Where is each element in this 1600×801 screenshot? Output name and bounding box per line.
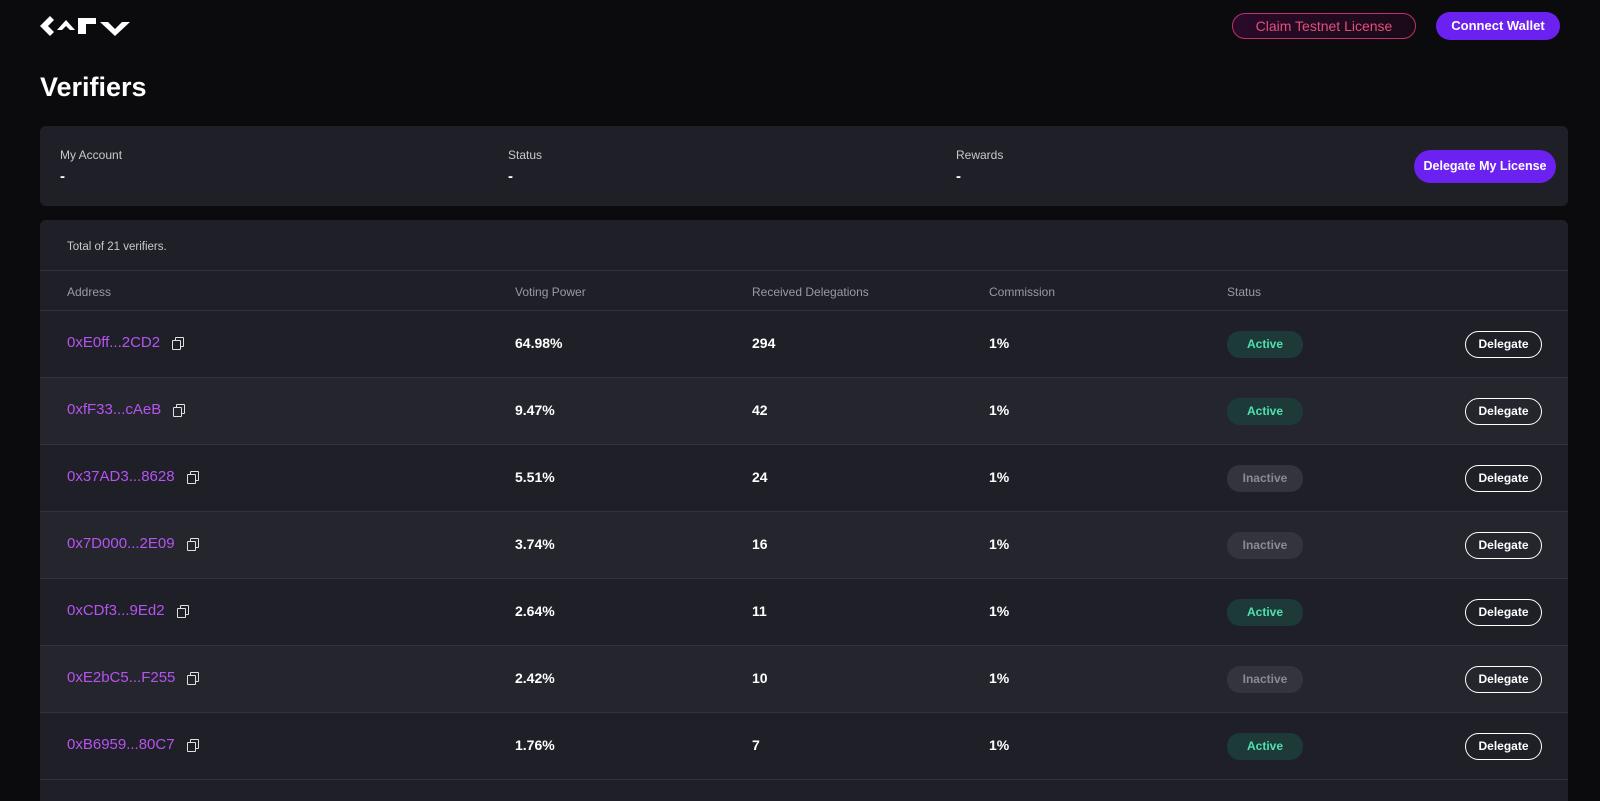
claim-testnet-license-button[interactable]: Claim Testnet License: [1232, 13, 1416, 39]
status-badge: Active: [1227, 398, 1303, 425]
connect-wallet-button[interactable]: Connect Wallet: [1436, 12, 1560, 40]
verifier-address-link[interactable]: 0x7D000...2E09: [67, 535, 199, 552]
commission-value: 1%: [989, 737, 1010, 753]
verifier-address-link[interactable]: 0xfF33...cAeB: [67, 401, 186, 418]
voting-power-value: 1.76%: [515, 737, 555, 753]
status-badge: Inactive: [1227, 666, 1303, 693]
status-badge: Active: [1227, 599, 1303, 626]
voting-power-value: 2.64%: [515, 603, 555, 619]
status-badge: Inactive: [1227, 532, 1303, 559]
column-header-voting-power: Voting Power: [515, 285, 586, 299]
received-delegations-value: 16: [752, 536, 768, 552]
rewards-value: -: [956, 168, 961, 185]
rewards-label: Rewards: [956, 148, 1004, 162]
top-bar: Claim Testnet License Connect Wallet: [0, 0, 1600, 60]
verifier-address-link[interactable]: 0x37AD3...8628: [67, 468, 199, 485]
delegate-button[interactable]: Delegate: [1465, 733, 1542, 760]
copy-icon[interactable]: [172, 337, 185, 350]
status-value: -: [508, 168, 513, 185]
received-delegations-value: 10: [752, 670, 768, 686]
total-verifiers-text: Total of 21 verifiers.: [67, 241, 167, 253]
delegate-button[interactable]: Delegate: [1465, 331, 1542, 358]
table-body: 0xE0ff...2CD2 64.98% 294 1% Active Delegate 0x…: [40, 311, 1568, 780]
verifier-address-link[interactable]: 0xE0ff...2CD2: [67, 334, 185, 351]
column-header-status: Status: [1227, 285, 1262, 299]
verifier-address[interactable]: 0x7D000...2E09: [67, 535, 175, 552]
voting-power-value: 5.51%: [515, 469, 555, 485]
received-delegations-value: 11: [752, 603, 767, 619]
delegate-button[interactable]: Delegate: [1465, 666, 1542, 693]
verifier-address[interactable]: 0xCDf3...9Ed2: [67, 602, 165, 619]
copy-icon[interactable]: [186, 739, 199, 752]
commission-value: 1%: [989, 670, 1010, 686]
copy-icon[interactable]: [186, 471, 199, 484]
table-row: 0xfF33...cAeB 9.47% 42 1% Active Delegate: [40, 378, 1568, 445]
received-delegations-value: 294: [752, 335, 776, 351]
received-delegations-value: 24: [752, 469, 768, 485]
status-label: Status: [508, 148, 543, 162]
verifiers-table: Total of 21 verifiers. Address Voting Po…: [40, 220, 1568, 801]
column-header-commission: Commission: [989, 285, 1056, 299]
account-summary-card: My Account - Status - Rewards - Delegate…: [40, 126, 1568, 206]
column-header-received-delegations: Received Delegations: [752, 285, 869, 299]
rewards-field: Rewards -: [956, 148, 1003, 185]
table-row: 0x37AD3...8628 5.51% 24 1% Inactive Delegate: [40, 445, 1568, 512]
verifier-address[interactable]: 0xB6959...80C7: [67, 736, 175, 753]
delegate-button[interactable]: Delegate: [1465, 398, 1542, 425]
delegate-button[interactable]: Delegate: [1465, 465, 1542, 492]
verifier-address[interactable]: 0xE0ff...2CD2: [67, 334, 161, 351]
cary-logo[interactable]: [40, 14, 136, 38]
copy-icon[interactable]: [186, 538, 199, 551]
status-field: Status -: [508, 148, 542, 185]
commission-value: 1%: [989, 603, 1010, 619]
commission-value: 1%: [989, 335, 1010, 351]
page-title: Verifiers: [40, 72, 147, 102]
verifier-address-link[interactable]: 0xE2bC5...F255: [67, 669, 200, 686]
verifier-address[interactable]: 0xE2bC5...F255: [67, 669, 176, 686]
copy-icon[interactable]: [176, 605, 189, 618]
verifier-address-link[interactable]: 0xCDf3...9Ed2: [67, 602, 189, 619]
copy-icon[interactable]: [187, 672, 200, 685]
my-account-field: My Account -: [60, 148, 122, 185]
table-row: 0x7D000...2E09 3.74% 16 1% Inactive Delegate: [40, 512, 1568, 579]
copy-icon[interactable]: [173, 404, 186, 417]
table-row: 0xCDf3...9Ed2 2.64% 11 1% Active Delegate: [40, 579, 1568, 646]
verifier-address[interactable]: 0x37AD3...8628: [67, 468, 175, 485]
voting-power-value: 64.98%: [515, 335, 563, 351]
received-delegations-value: 42: [752, 402, 768, 418]
status-badge: Inactive: [1227, 465, 1303, 492]
voting-power-value: 2.42%: [515, 670, 555, 686]
verifier-address-link[interactable]: 0xB6959...80C7: [67, 736, 199, 753]
verifier-address[interactable]: 0xfF33...cAeB: [67, 401, 162, 418]
commission-value: 1%: [989, 402, 1010, 418]
voting-power-value: 9.47%: [515, 402, 555, 418]
table-row: 0xB6959...80C7 1.76% 7 1% Active Delegate: [40, 713, 1568, 780]
commission-value: 1%: [989, 536, 1010, 552]
my-account-value: -: [60, 168, 65, 185]
status-badge: Active: [1227, 733, 1303, 760]
delegate-button[interactable]: Delegate: [1465, 532, 1542, 559]
table-row: 0xE0ff...2CD2 64.98% 294 1% Active Delegate: [40, 311, 1568, 378]
delegate-button[interactable]: Delegate: [1465, 599, 1542, 626]
table-header: Address Voting Power Received Delegation…: [40, 270, 1568, 311]
my-account-label: My Account: [60, 148, 123, 162]
received-delegations-value: 7: [752, 737, 760, 753]
voting-power-value: 3.74%: [515, 536, 555, 552]
delegate-my-license-button[interactable]: Delegate My License: [1414, 150, 1556, 183]
status-badge: Active: [1227, 331, 1303, 358]
commission-value: 1%: [989, 469, 1010, 485]
table-row: 0xE2bC5...F255 2.42% 10 1% Inactive Delegate: [40, 646, 1568, 713]
column-header-address: Address: [67, 285, 112, 299]
